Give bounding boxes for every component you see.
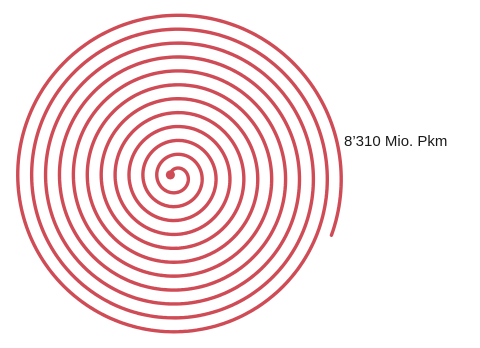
value-label: 8’310 Mio. Pkm bbox=[344, 133, 447, 150]
spiral-line bbox=[16, 13, 343, 334]
spiral-start-dot bbox=[165, 170, 175, 180]
